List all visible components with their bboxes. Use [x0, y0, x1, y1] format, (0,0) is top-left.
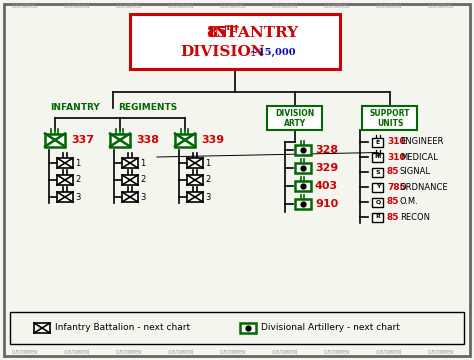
Text: DIVISION: DIVISION	[275, 108, 315, 117]
Text: 2: 2	[75, 175, 80, 184]
Text: CUSTOMPEN: CUSTOMPEN	[220, 4, 246, 9]
Text: 337: 337	[71, 135, 94, 145]
Text: 2: 2	[140, 175, 145, 184]
Bar	[110, 134, 130, 147]
Bar	[373, 153, 383, 162]
Bar	[10, 312, 464, 344]
Bar	[187, 175, 203, 185]
Text: 1: 1	[75, 158, 80, 167]
Bar	[130, 14, 340, 69]
Text: DIVISION: DIVISION	[181, 45, 265, 59]
Bar	[187, 158, 203, 168]
Text: SIGNAL: SIGNAL	[400, 167, 431, 176]
Text: 3: 3	[75, 193, 81, 202]
Text: CUSTOMPEN: CUSTOMPEN	[116, 4, 142, 9]
Text: 85: 85	[207, 26, 228, 40]
Text: 310: 310	[387, 138, 406, 147]
Text: CUSTOMPEN: CUSTOMPEN	[272, 351, 298, 356]
Text: M: M	[375, 154, 381, 159]
Bar	[175, 134, 195, 147]
Text: 310: 310	[387, 153, 406, 162]
Text: CUSTOMPEN: CUSTOMPEN	[324, 4, 350, 9]
Text: SUPPORT: SUPPORT	[370, 108, 410, 117]
Text: CUSTOMPEN: CUSTOMPEN	[324, 351, 350, 356]
Text: S: S	[376, 170, 380, 175]
Text: 328: 328	[315, 145, 338, 155]
Text: 1: 1	[205, 158, 210, 167]
Text: Y: Y	[376, 184, 380, 189]
Bar	[57, 175, 73, 185]
Text: 329: 329	[315, 163, 338, 173]
Bar	[373, 198, 383, 207]
Text: CUSTOMPEN: CUSTOMPEN	[12, 4, 38, 9]
Bar	[295, 163, 311, 173]
Text: CUSTOMPEN: CUSTOMPEN	[12, 351, 38, 356]
Bar	[187, 192, 203, 202]
Text: CUSTOMPEN: CUSTOMPEN	[168, 4, 194, 9]
Text: 339: 339	[201, 135, 224, 145]
Text: R: R	[375, 215, 381, 220]
Bar	[122, 158, 138, 168]
Bar	[45, 134, 65, 147]
Bar	[122, 192, 138, 202]
Bar	[295, 199, 311, 209]
Bar	[240, 323, 256, 333]
Text: CUSTOMPEN: CUSTOMPEN	[116, 351, 142, 356]
Text: 85: 85	[387, 167, 400, 176]
Text: ORDNANCE: ORDNANCE	[400, 183, 448, 192]
Text: Divisional Artillery - next chart: Divisional Artillery - next chart	[261, 324, 400, 333]
Text: CUSTOMPEN: CUSTOMPEN	[64, 351, 90, 356]
Text: 1: 1	[140, 158, 145, 167]
Text: INFANTRY: INFANTRY	[208, 26, 299, 40]
Bar	[363, 106, 418, 130]
Bar	[34, 323, 50, 333]
Bar	[122, 175, 138, 185]
Bar	[373, 183, 383, 192]
Text: E: E	[376, 139, 380, 144]
Text: 785: 785	[387, 183, 406, 192]
Text: CUSTOMPEN: CUSTOMPEN	[376, 351, 402, 356]
Bar	[267, 106, 322, 130]
Text: UNITS: UNITS	[377, 118, 403, 127]
Bar	[57, 158, 73, 168]
Bar	[373, 212, 383, 221]
Bar	[373, 138, 383, 147]
Text: TH: TH	[225, 24, 239, 32]
Text: CUSTOMPEN: CUSTOMPEN	[64, 4, 90, 9]
Text: ~15,000: ~15,000	[250, 48, 296, 57]
Text: 338: 338	[136, 135, 159, 145]
Text: O.M.: O.M.	[400, 198, 419, 207]
Text: CUSTOMPEN: CUSTOMPEN	[168, 351, 194, 356]
Text: 2: 2	[205, 175, 210, 184]
Text: 403: 403	[315, 181, 338, 191]
Text: ARTY: ARTY	[284, 118, 306, 127]
Text: CUSTOMPEN: CUSTOMPEN	[428, 351, 454, 356]
Text: MEDICAL: MEDICAL	[400, 153, 438, 162]
Bar	[373, 167, 383, 176]
Text: CUSTOMPEN: CUSTOMPEN	[220, 351, 246, 356]
Text: RECON: RECON	[400, 212, 430, 221]
Bar	[295, 181, 311, 191]
Text: ENGINEER: ENGINEER	[400, 138, 443, 147]
Bar	[57, 192, 73, 202]
Text: Infantry Battalion - next chart: Infantry Battalion - next chart	[55, 324, 190, 333]
Text: CUSTOMPEN: CUSTOMPEN	[428, 4, 454, 9]
Text: Q: Q	[375, 199, 381, 204]
Bar	[295, 145, 311, 155]
Text: INFANTRY: INFANTRY	[50, 104, 100, 112]
Text: CUSTOMPEN: CUSTOMPEN	[272, 4, 298, 9]
Text: 85: 85	[387, 212, 400, 221]
Text: 85: 85	[387, 198, 400, 207]
Text: 910: 910	[315, 199, 338, 209]
Text: CUSTOMPEN: CUSTOMPEN	[376, 4, 402, 9]
Text: 3: 3	[140, 193, 146, 202]
Text: 3: 3	[205, 193, 210, 202]
Text: REGIMENTS: REGIMENTS	[118, 104, 178, 112]
